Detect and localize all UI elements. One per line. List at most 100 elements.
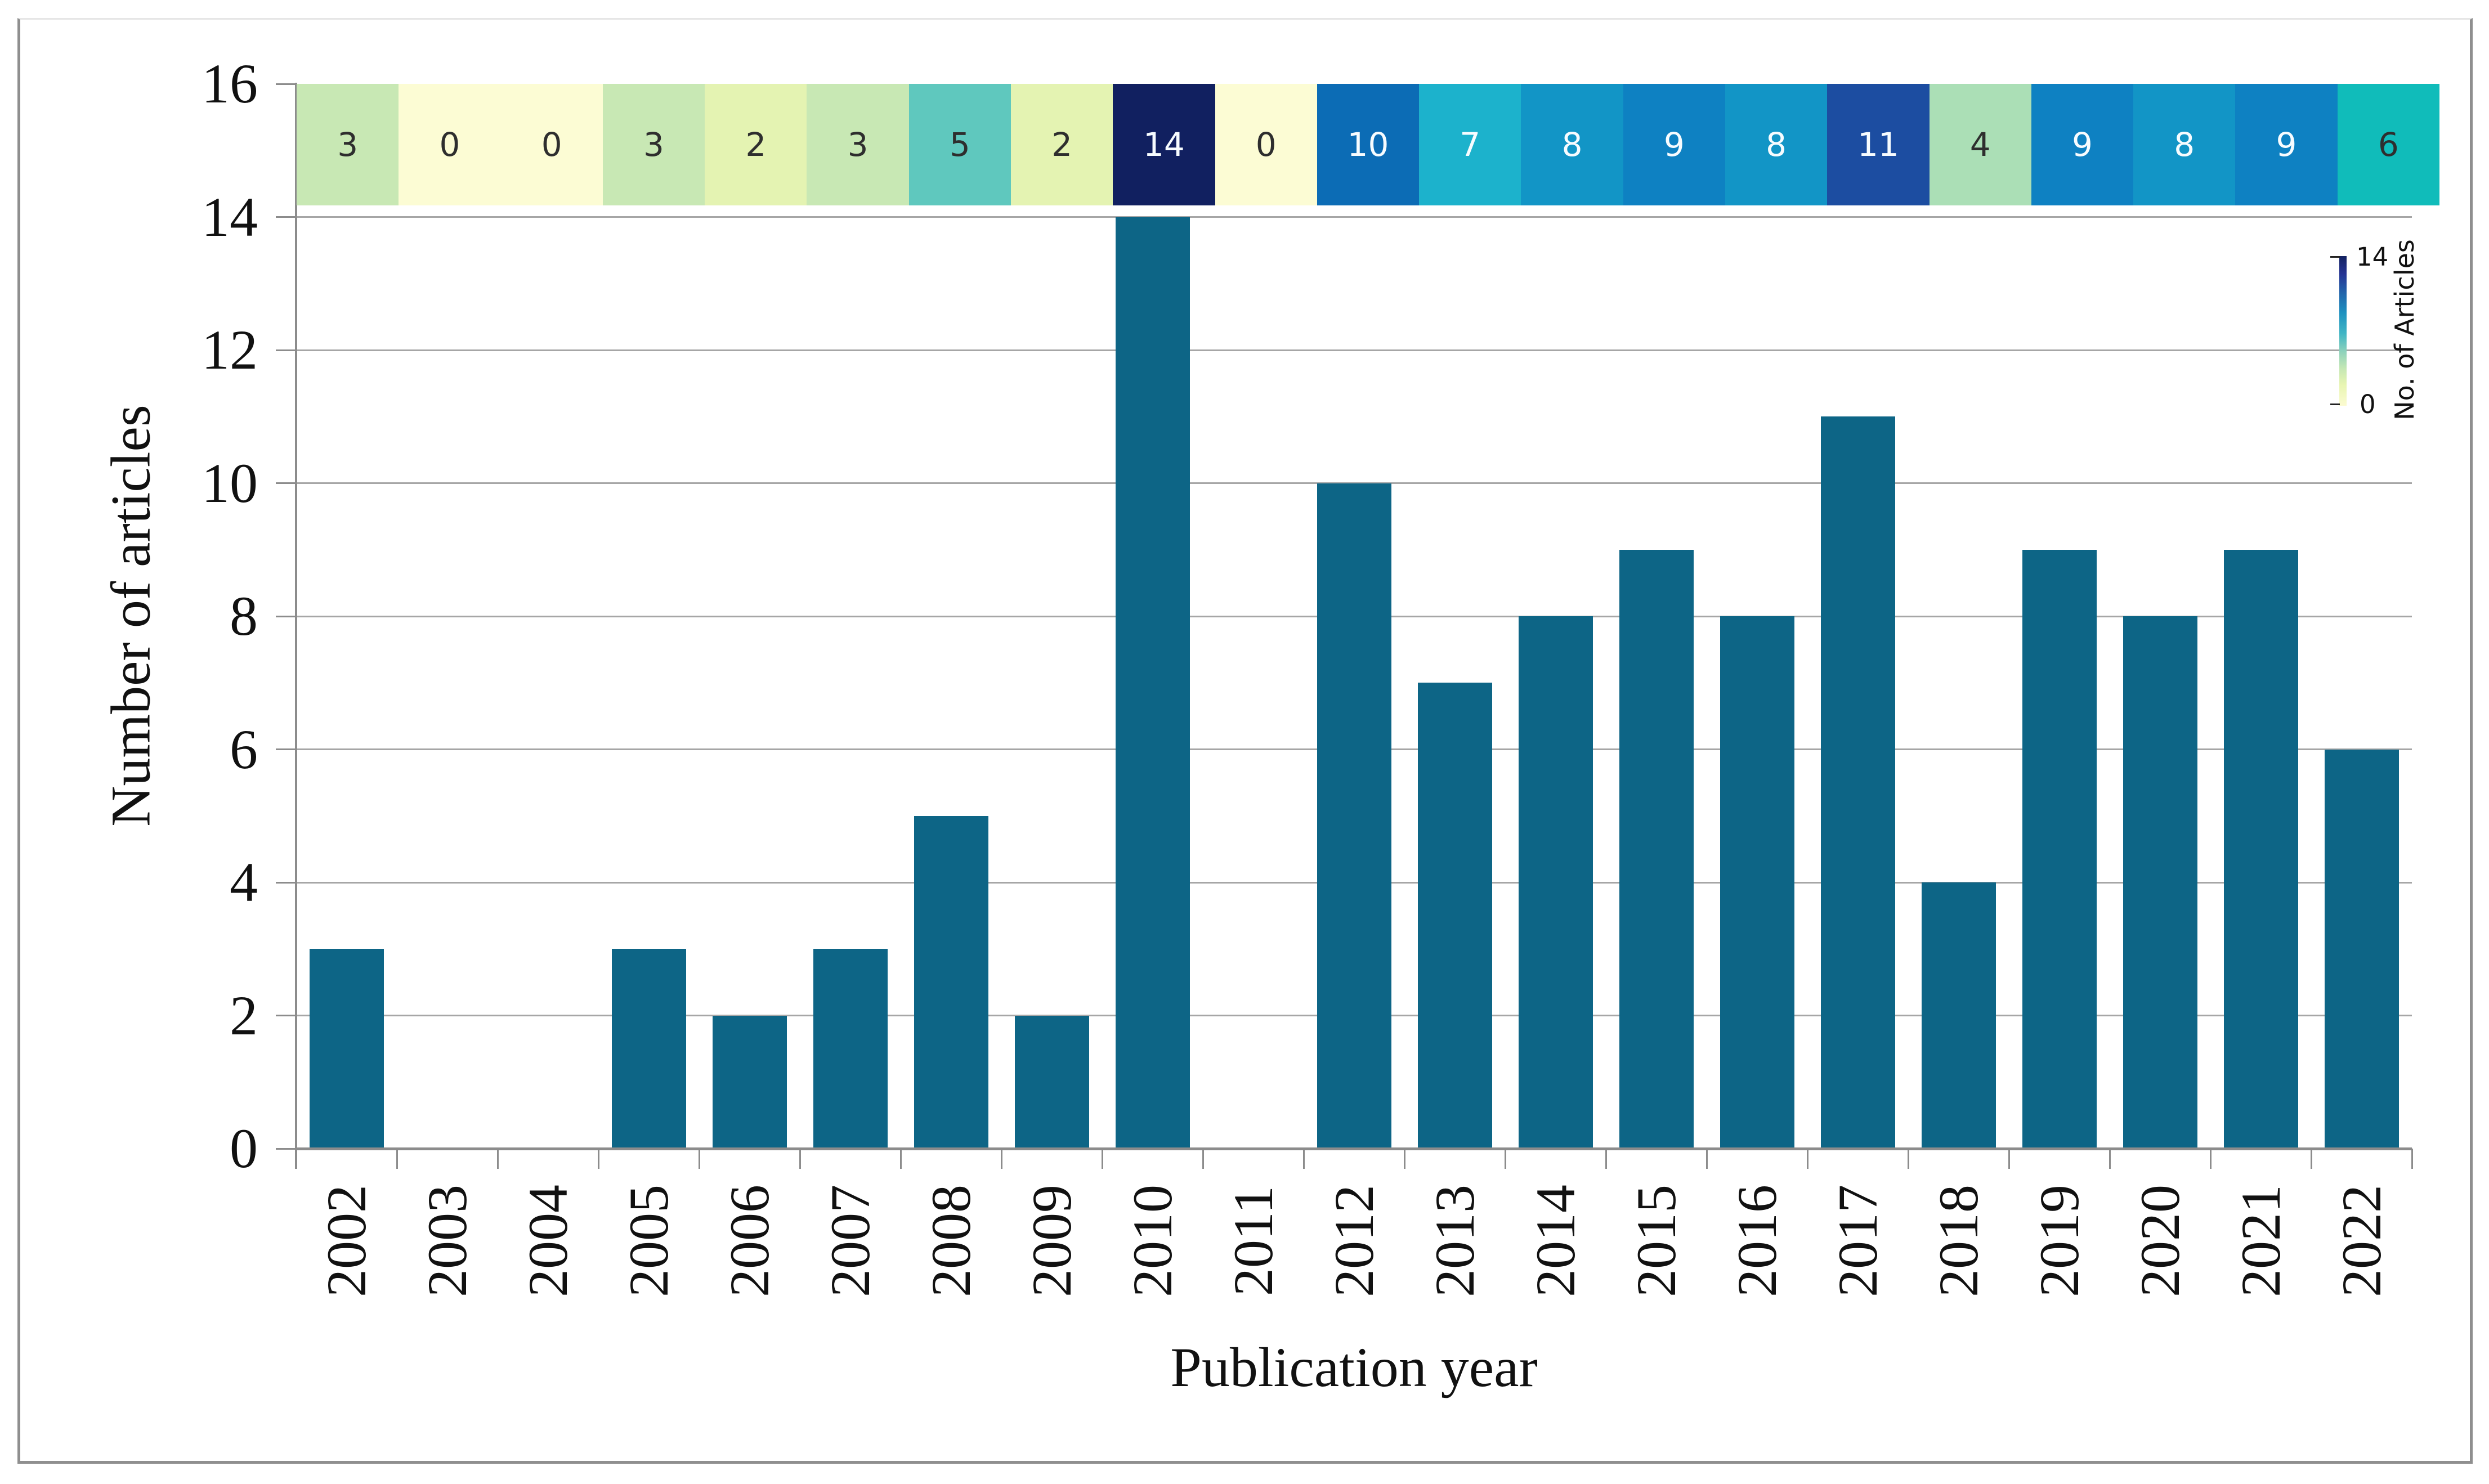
colorbar-min-label: 0	[2360, 389, 2376, 419]
x-tick-label-2003: 2003	[415, 1185, 478, 1297]
x-axis-tick	[698, 1149, 700, 1169]
x-tick-label-2017: 2017	[1826, 1185, 1889, 1297]
heatmap-cell-2004: 0	[500, 84, 603, 205]
heatmap-strip: 3 0 0 3 2 3 5 2 14 0 10 7 8 9 8 11 4 9 8 9 6	[297, 84, 2439, 205]
x-axis-title: Publication year	[1170, 1336, 1538, 1398]
x-axis-tick	[1504, 1149, 1506, 1169]
x-tick-label-2018: 2018	[1927, 1185, 1990, 1297]
bar-2022	[2324, 749, 2399, 1149]
x-axis-tick	[2209, 1149, 2212, 1169]
bar-2015	[1619, 549, 1694, 1149]
bar-2006	[712, 1015, 787, 1149]
heatmap-cell-2013: 7	[1419, 84, 1521, 205]
x-tick-label-2014: 2014	[1524, 1185, 1587, 1297]
y-tick-label: 0	[230, 1117, 258, 1180]
x-tick-label-2009: 2009	[1020, 1185, 1083, 1297]
bar-2010	[1115, 217, 1190, 1149]
bar-2019	[2022, 549, 2097, 1149]
heatmap-cell-2021: 9	[2235, 84, 2338, 205]
y-axis-tick	[276, 1147, 296, 1150]
bar-2014	[1518, 616, 1593, 1149]
figure-border-frame	[17, 18, 2473, 1464]
x-tick-label-2008: 2008	[919, 1185, 982, 1297]
y-tick-label: 2	[230, 984, 258, 1047]
heatmap-cell-value: 0	[541, 125, 562, 164]
x-axis-tick	[1202, 1149, 1204, 1169]
x-axis-tick	[899, 1149, 902, 1169]
x-tick-label-2016: 2016	[1725, 1185, 1788, 1297]
y-axis-title: Number of articles	[99, 405, 162, 827]
x-axis-tick	[1907, 1149, 1909, 1169]
bar-2021	[2223, 549, 2298, 1149]
colorbar-tick-max	[2330, 256, 2340, 258]
bar-2020	[2123, 616, 2197, 1149]
x-axis-tick	[597, 1149, 599, 1169]
y-tick-label: 14	[202, 185, 258, 248]
x-axis-tick	[1403, 1149, 1405, 1169]
heatmap-cell-2005: 3	[602, 84, 705, 205]
colorbar-gradient	[2339, 256, 2347, 406]
heatmap-cell-value: 0	[439, 125, 460, 164]
x-axis-line	[296, 1147, 2412, 1150]
heatmap-cell-2010: 14	[1113, 84, 1215, 205]
heatmap-cell-2011: 0	[1215, 84, 1317, 205]
bar-2016	[1720, 616, 1794, 1149]
y-axis-tick	[276, 349, 296, 351]
x-tick-label-2006: 2006	[718, 1185, 781, 1297]
heatmap-cell-2022: 6	[2337, 84, 2439, 205]
bar-2018	[1921, 882, 1996, 1149]
heatmap-cell-2009: 2	[1010, 84, 1113, 205]
x-axis-tick	[396, 1149, 398, 1169]
x-axis-tick	[2008, 1149, 2010, 1169]
heatmap-cell-value: 3	[337, 125, 359, 164]
x-tick-label-2010: 2010	[1121, 1185, 1184, 1297]
x-axis-tick	[1605, 1149, 1607, 1169]
x-axis-tick	[1302, 1149, 1305, 1169]
heatmap-cell-2017: 11	[1827, 84, 1930, 205]
x-tick-label-2004: 2004	[516, 1185, 579, 1297]
bar-2013	[1417, 683, 1492, 1149]
heatmap-cell-value: 10	[1347, 125, 1389, 164]
gridline	[296, 349, 2412, 351]
heatmap-cell-value: 11	[1857, 125, 1899, 164]
x-axis-tick	[2310, 1149, 2312, 1169]
heatmap-cell-value: 14	[1143, 125, 1185, 164]
heatmap-cell-2015: 9	[1623, 84, 1725, 205]
x-tick-label-2013: 2013	[1423, 1185, 1486, 1297]
x-axis-tick	[1705, 1149, 1708, 1169]
heatmap-cell-value: 8	[1766, 125, 1787, 164]
heatmap-cell-2019: 9	[2031, 84, 2134, 205]
heatmap-cell-2014: 8	[1521, 84, 1623, 205]
heatmap-cell-2008: 5	[908, 84, 1011, 205]
colorbar-axis-label: No. of Articles	[2389, 239, 2420, 420]
heatmap-cell-2006: 2	[705, 84, 807, 205]
x-tick-label-2021: 2021	[2229, 1185, 2292, 1297]
y-axis-line	[295, 83, 297, 1169]
heatmap-cell-value: 3	[847, 125, 869, 164]
heatmap-cell-value: 6	[2378, 125, 2399, 164]
heatmap-cell-value: 8	[1561, 125, 1583, 164]
bar-2009	[1014, 1015, 1089, 1149]
y-tick-label: 10	[202, 451, 258, 514]
y-axis-tick	[276, 615, 296, 617]
x-tick-label-2012: 2012	[1322, 1185, 1385, 1297]
bar-2002	[309, 949, 384, 1149]
heatmap-cell-2020: 8	[2133, 84, 2236, 205]
heatmap-cell-value: 9	[1663, 125, 1685, 164]
x-tick-label-2022: 2022	[2330, 1185, 2393, 1297]
y-tick-label: 4	[230, 851, 258, 913]
y-axis-tick	[276, 748, 296, 750]
heatmap-cell-2018: 4	[1929, 84, 2031, 205]
heatmap-cell-value: 3	[643, 125, 664, 164]
colorbar-max-label: 14	[2356, 242, 2389, 272]
colorbar-tick-min	[2330, 403, 2340, 405]
x-tick-label-2019: 2019	[2027, 1185, 2090, 1297]
bar-2005	[611, 949, 686, 1149]
heatmap-cell-value: 9	[2276, 125, 2297, 164]
heatmap-cell-value: 2	[745, 125, 767, 164]
bar-2012	[1317, 483, 1391, 1149]
x-tick-label-2015: 2015	[1624, 1185, 1687, 1297]
x-axis-tick	[2411, 1149, 2413, 1169]
y-axis-tick	[276, 83, 296, 85]
heatmap-cell-2007: 3	[807, 84, 909, 205]
